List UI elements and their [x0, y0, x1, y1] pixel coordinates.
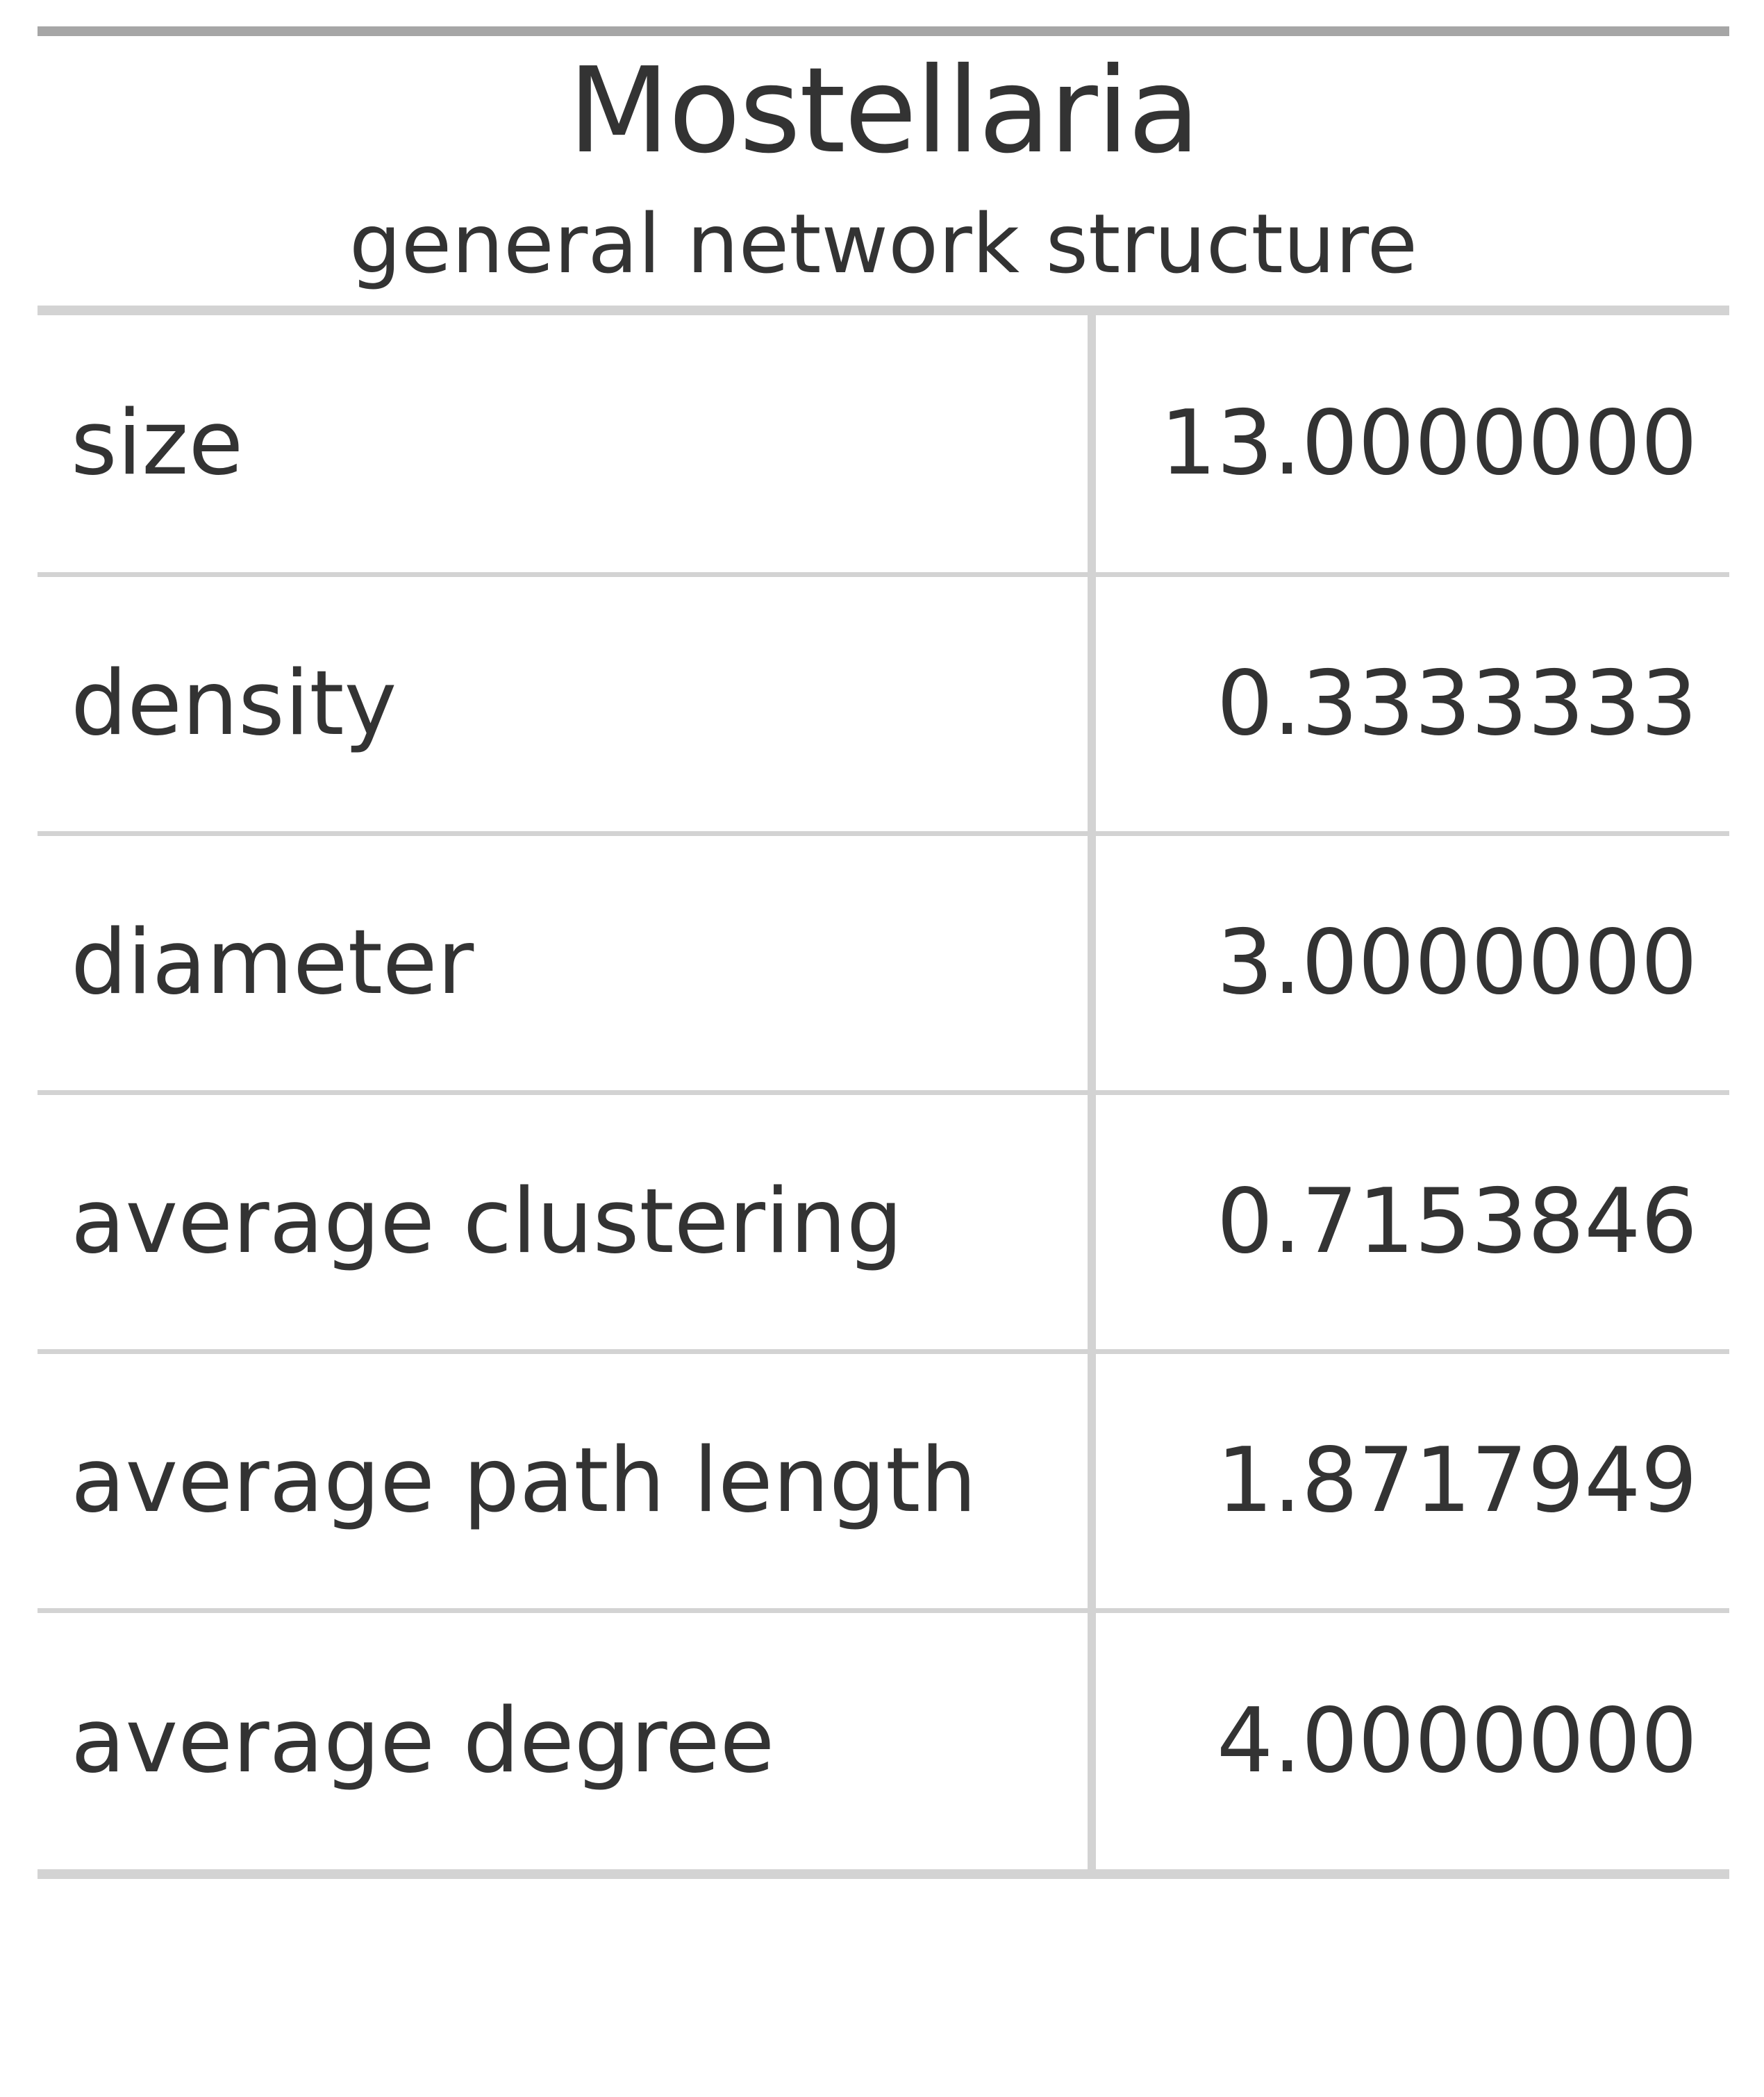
row-label-average-clustering: average clustering [38, 1089, 1096, 1351]
table-subtitle: general network structure [349, 196, 1418, 292]
row-value-size: 13.0000000 [1160, 392, 1697, 496]
table-row: average degree 4.0000000 [38, 1607, 1729, 1869]
row-label-average-degree: average degree [38, 1607, 1096, 1869]
row-label-size: size [38, 315, 1096, 574]
bottom-rule [38, 1869, 1729, 1879]
row-value-density: 0.3333333 [1092, 571, 1729, 833]
row-value-average-degree: 4.0000000 [1092, 1607, 1729, 1869]
header-rule [38, 306, 1729, 315]
row-label-diameter: diameter [38, 830, 1096, 1092]
table-row: size 13.0000000 [38, 315, 1729, 574]
table-row: density 0.3333333 [38, 571, 1729, 833]
table-row: diameter 3.0000000 [38, 830, 1729, 1092]
row-label-density: density [38, 571, 1096, 833]
table-title: Mostellaria [567, 42, 1200, 180]
row-value-average-path-length: 1.8717949 [1092, 1348, 1729, 1610]
stats-grid: size 13.0000000 density 0.3333333 diamet… [38, 315, 1729, 1869]
table-row: average clustering 0.7153846 [38, 1089, 1729, 1351]
network-stats-table: Mostellaria general network structure si… [38, 26, 1729, 1879]
table-row: average path length 1.8717949 [38, 1348, 1729, 1610]
row-label-average-path-length: average path length [38, 1348, 1096, 1610]
row-value-average-clustering: 0.7153846 [1092, 1089, 1729, 1351]
row-value-diameter: 3.0000000 [1092, 830, 1729, 1092]
top-rule [38, 26, 1729, 36]
